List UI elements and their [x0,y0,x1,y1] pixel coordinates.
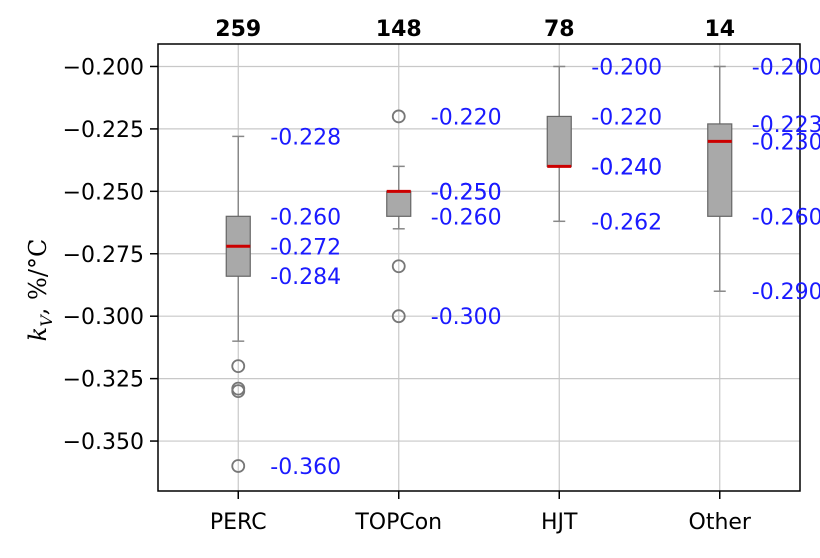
x-tick-label: Other [689,510,752,535]
annotation-label: -0.220 [431,105,502,130]
annotation-label: -0.250 [431,180,502,205]
y-tick-label: −0.325 [63,368,144,393]
x-tick-label: TOPCon [354,510,442,535]
annotation-label: -0.228 [270,125,341,150]
annotation-label: -0.260 [270,205,341,230]
annotation-label: -0.360 [270,455,341,480]
annotation-label: -0.300 [431,305,502,330]
plot-frame [157,43,801,492]
annotation-label: -0.200 [591,55,662,80]
y-axis-title: kV, %/°C [24,239,56,342]
count-label: 259 [215,17,261,42]
y-tick-label: −0.350 [63,430,144,455]
value-annotations: -0.228 -0.260 -0.272 -0.284 -0.360 -0.220 -0.2… [270,55,820,480]
iqr-box [546,115,572,167]
annotation-label: -0.240 [591,155,662,180]
annotation-label: -0.230 [752,130,820,155]
count-label: 78 [544,17,575,42]
x-tick-label: PERC [210,510,267,535]
y-tick-label: −0.250 [63,180,144,205]
y-axis-title-sub: V [37,314,56,327]
annotation-label: -0.250 [431,180,502,205]
annotation-label: -0.260 [431,205,502,230]
y-tick-label: −0.225 [63,118,144,143]
box-topcon [386,109,412,324]
box-perc [225,135,251,473]
outlier-point [231,359,246,374]
annotation-label: -0.260 [752,205,820,230]
y-axis-ticks: −0.200 −0.225 −0.250 −0.275 −0.300 −0.325 −0.3… [63,55,158,455]
y-tick-label: −0.275 [63,243,144,268]
x-tick-label: HJT [541,510,578,535]
annotation-label: -0.272 [270,235,341,260]
annotation-label: -0.223 [752,113,820,138]
annotation-label: -0.290 [752,280,820,305]
iqr-box [707,123,733,217]
annotation-label: -0.284 [270,265,341,290]
y-tick-label: −0.300 [63,305,144,330]
outlier-point [231,459,246,473]
x-axis-ticks: PERC TOPCon HJT Other [210,491,752,535]
y-axis-title-main: k [24,327,52,342]
outlier-point [391,309,406,324]
outlier-point [231,384,246,399]
annotation-label: -0.220 [591,105,662,130]
y-axis-title-unit: , %/°C [24,239,52,316]
box-hjt [546,65,572,223]
count-label: 14 [704,17,735,42]
y-tick-label: −0.200 [63,55,144,80]
box-other [707,65,733,292]
annotation-label: -0.200 [752,55,820,80]
iqr-box [386,190,412,217]
annotation-label: -0.240 [591,155,662,180]
box-plots [225,65,733,473]
annotation-label: -0.262 [591,210,662,235]
sample-counts: 259 148 78 14 [215,17,735,42]
outlier-point [391,109,406,124]
outlier-point [391,259,406,274]
count-label: 148 [376,17,422,42]
